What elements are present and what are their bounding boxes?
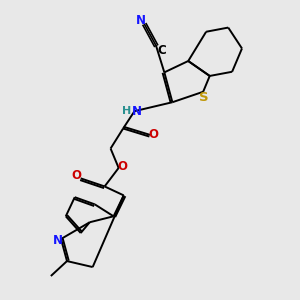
Text: N: N xyxy=(136,14,146,28)
Text: O: O xyxy=(148,128,158,141)
Text: N: N xyxy=(132,105,142,118)
Text: C: C xyxy=(157,44,166,57)
Text: S: S xyxy=(199,91,208,103)
Text: O: O xyxy=(117,160,127,173)
Text: N: N xyxy=(53,234,63,247)
Text: O: O xyxy=(71,169,82,182)
Text: H: H xyxy=(122,106,131,116)
